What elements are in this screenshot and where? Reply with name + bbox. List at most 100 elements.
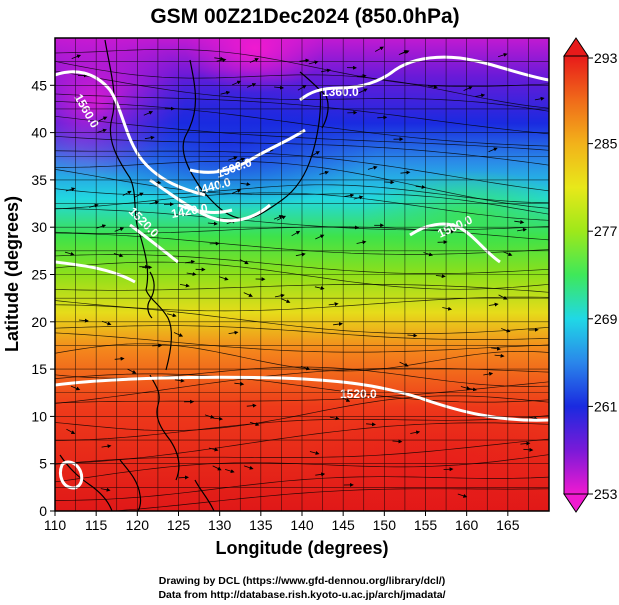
colorbar-ticks: 293 285 277 269 261 253 [588,50,618,502]
warm-region-se [300,400,549,511]
flow-arrow [457,493,468,498]
map-field: 1360.0 1560.0 1500.0 1520.0 1520.0 1500.… [55,38,549,511]
flow-arrow [291,230,301,237]
flow-arrow [423,252,434,257]
coast-taiwan [147,271,155,319]
streamline [55,438,549,465]
flow-arrow [214,56,225,61]
flow-arrow [166,313,177,318]
flow-arrow [101,444,112,449]
flow-arrow [329,416,340,421]
flow-arrow [122,190,132,196]
streamline [55,254,549,274]
flow-arrow [534,96,545,101]
flow-arrow [114,356,125,361]
streamline [55,454,549,483]
colorbar-bar [563,55,589,495]
y-tick-label: 10 [31,408,47,424]
flow-arrow [299,58,310,63]
flow-arrow [494,353,505,358]
flow-arrow [246,83,257,88]
contour-label: 1520.0 [340,387,377,401]
flow-arrow [309,451,320,455]
flow-arrow [356,73,367,78]
flow-arrow [98,116,108,122]
coast-hokkaido [299,71,329,129]
flow-arrow [96,224,107,229]
flow-arrow [410,430,421,435]
streamline [55,296,549,312]
flow-arrow [520,441,531,446]
coast-borneo-east [119,459,142,511]
y-tick-label: 25 [31,267,47,283]
coast-sulawesi [194,479,215,511]
flow-arrow [113,253,124,258]
contour-1520-south [55,375,549,422]
streamline [55,160,549,209]
x-tick-label: 110 [44,517,67,533]
flow-arrow [246,403,257,408]
x-tick-label: 160 [455,517,479,533]
flow-arrow [308,60,319,65]
flow-arrow [328,302,339,307]
contour-1500-east [409,222,501,264]
flow-arrow [353,195,364,200]
flow-arrow [407,333,418,338]
flow-arrow [399,361,409,367]
flow-arrow [514,220,525,225]
flow-arrow [297,85,307,91]
streamline [55,48,549,87]
streamline [55,395,549,431]
y-tick-label: 15 [31,361,47,377]
flow-arrow [315,234,325,240]
flow-arrow [100,487,111,492]
flow-arrow [315,472,326,477]
contour-1520a [129,223,179,264]
flow-arrow [460,386,471,391]
flow-arrow [207,221,218,226]
flow-arrow [212,465,222,471]
streamline [108,488,549,511]
grid [55,38,549,511]
streamline [55,415,549,441]
streamline [55,304,549,334]
flow-arrow [173,332,184,337]
streamline [55,343,549,372]
flow-arrow [491,346,501,351]
green-pool [360,170,549,260]
flow-arrow [174,378,185,383]
flow-arrow [127,368,137,374]
x-tick-label: 120 [126,517,150,533]
flow-arrow [224,469,235,474]
flow-arrow [274,85,285,90]
flow-arrow [208,447,219,452]
streamline [55,373,549,403]
flow-arrow [231,80,242,86]
streamline [55,70,549,112]
flow-arrow [503,251,513,256]
flow-arrow [415,185,426,189]
x-tick-label: 140 [290,517,314,533]
streamline [55,325,549,340]
flow-arrow [523,447,534,452]
flow-arrow [234,381,245,386]
flow-arrow [134,192,144,198]
colorbar-top-arrow [563,37,589,57]
flow-arrow [281,298,291,303]
streamline [55,332,549,353]
flow-arrow [249,421,260,426]
y-tick-label: 35 [31,172,47,188]
flow-arrow [186,272,197,276]
flow-arrow [344,193,355,198]
x-axis: 110 115 120 125 130 135 140 145 150 155 160 165 [44,511,520,533]
x-axis-label: Longitude (degrees) [215,538,388,558]
streamlines [55,46,549,511]
colorbar-bottom-arrow [563,493,589,513]
streamline [55,476,549,501]
contour-1420 [177,203,233,214]
streamline [55,381,549,404]
y-tick-label: 20 [31,314,47,330]
flow-arrow [366,422,376,427]
flow-arrow [475,93,486,98]
streamline [55,115,549,151]
